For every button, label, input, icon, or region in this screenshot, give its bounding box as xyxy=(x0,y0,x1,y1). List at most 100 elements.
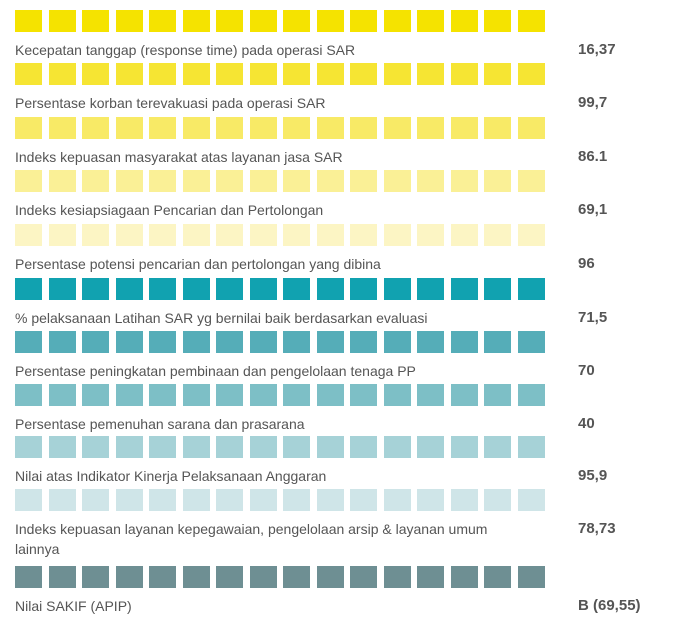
square xyxy=(182,331,210,353)
square xyxy=(115,436,143,458)
square xyxy=(15,489,42,511)
square xyxy=(115,384,143,406)
square xyxy=(383,10,411,32)
square xyxy=(450,436,478,458)
row-value: B (69,55) xyxy=(578,597,641,614)
row-label: Nilai atas Indikator Kinerja Pelaksanaan… xyxy=(15,468,327,484)
row-value: 99,7 xyxy=(578,94,608,111)
square xyxy=(82,489,109,511)
row-label: Persentase korban terevakuasi pada opera… xyxy=(15,95,326,111)
row-value: 69,1 xyxy=(578,201,608,218)
square xyxy=(417,566,444,588)
square xyxy=(350,224,377,246)
square xyxy=(182,436,210,458)
square xyxy=(48,63,76,85)
square xyxy=(216,117,243,139)
square xyxy=(450,224,478,246)
row-value: 70 xyxy=(578,362,595,379)
square xyxy=(383,489,411,511)
square xyxy=(149,10,176,32)
square xyxy=(417,117,444,139)
square xyxy=(383,224,411,246)
square xyxy=(383,436,411,458)
square xyxy=(115,278,143,300)
square xyxy=(82,224,109,246)
square xyxy=(82,10,109,32)
row-label: Persentase peningkatan pembinaan dan pen… xyxy=(15,363,416,379)
square xyxy=(316,566,344,588)
square xyxy=(450,117,478,139)
square xyxy=(249,63,277,85)
row-value: 95,9 xyxy=(578,467,608,484)
square xyxy=(216,278,243,300)
square xyxy=(283,170,310,192)
square xyxy=(316,10,344,32)
square xyxy=(15,170,42,192)
square xyxy=(82,566,109,588)
square xyxy=(316,489,344,511)
square xyxy=(48,170,76,192)
row-value: 96 xyxy=(578,255,595,272)
square xyxy=(283,489,310,511)
row-value: 86.1 xyxy=(578,148,608,165)
square xyxy=(149,117,176,139)
square xyxy=(350,331,377,353)
square xyxy=(350,489,377,511)
square xyxy=(283,384,310,406)
square-band xyxy=(15,489,555,511)
square xyxy=(182,566,210,588)
square xyxy=(383,170,411,192)
square xyxy=(149,278,176,300)
square xyxy=(249,278,277,300)
square xyxy=(283,436,310,458)
square xyxy=(450,10,478,32)
square xyxy=(115,63,143,85)
square xyxy=(149,63,176,85)
row-label: Indeks kepuasan masyarakat atas layanan … xyxy=(15,149,343,165)
square xyxy=(149,384,176,406)
square xyxy=(383,63,411,85)
square xyxy=(149,170,176,192)
square xyxy=(283,117,310,139)
square xyxy=(484,10,511,32)
square xyxy=(417,278,444,300)
square xyxy=(249,384,277,406)
square xyxy=(182,384,210,406)
square xyxy=(149,436,176,458)
square xyxy=(283,224,310,246)
square xyxy=(316,63,344,85)
square xyxy=(417,63,444,85)
square xyxy=(48,566,76,588)
square xyxy=(149,331,176,353)
square xyxy=(484,384,511,406)
row-value: 16,37 xyxy=(578,41,616,58)
square xyxy=(450,384,478,406)
row-label: Kecepatan tanggap (response time) pada o… xyxy=(15,42,356,58)
square xyxy=(249,117,277,139)
square xyxy=(316,170,344,192)
square xyxy=(517,331,545,353)
square xyxy=(15,63,42,85)
square xyxy=(48,331,76,353)
square xyxy=(82,384,109,406)
square-band xyxy=(15,117,555,139)
square-band xyxy=(15,224,555,246)
square-band xyxy=(15,436,555,458)
square xyxy=(115,566,143,588)
row-label: Persentase pemenuhan sarana dan prasaran… xyxy=(15,416,305,432)
square xyxy=(182,170,210,192)
square xyxy=(82,436,109,458)
square xyxy=(283,10,310,32)
square xyxy=(15,566,42,588)
row-value: 78,73 xyxy=(578,520,616,537)
square xyxy=(149,489,176,511)
square xyxy=(484,224,511,246)
square xyxy=(249,224,277,246)
square xyxy=(182,63,210,85)
square xyxy=(115,489,143,511)
square-band xyxy=(15,170,555,192)
square xyxy=(216,489,243,511)
square xyxy=(216,10,243,32)
row-label: Nilai SAKIF (APIP) xyxy=(15,598,132,614)
